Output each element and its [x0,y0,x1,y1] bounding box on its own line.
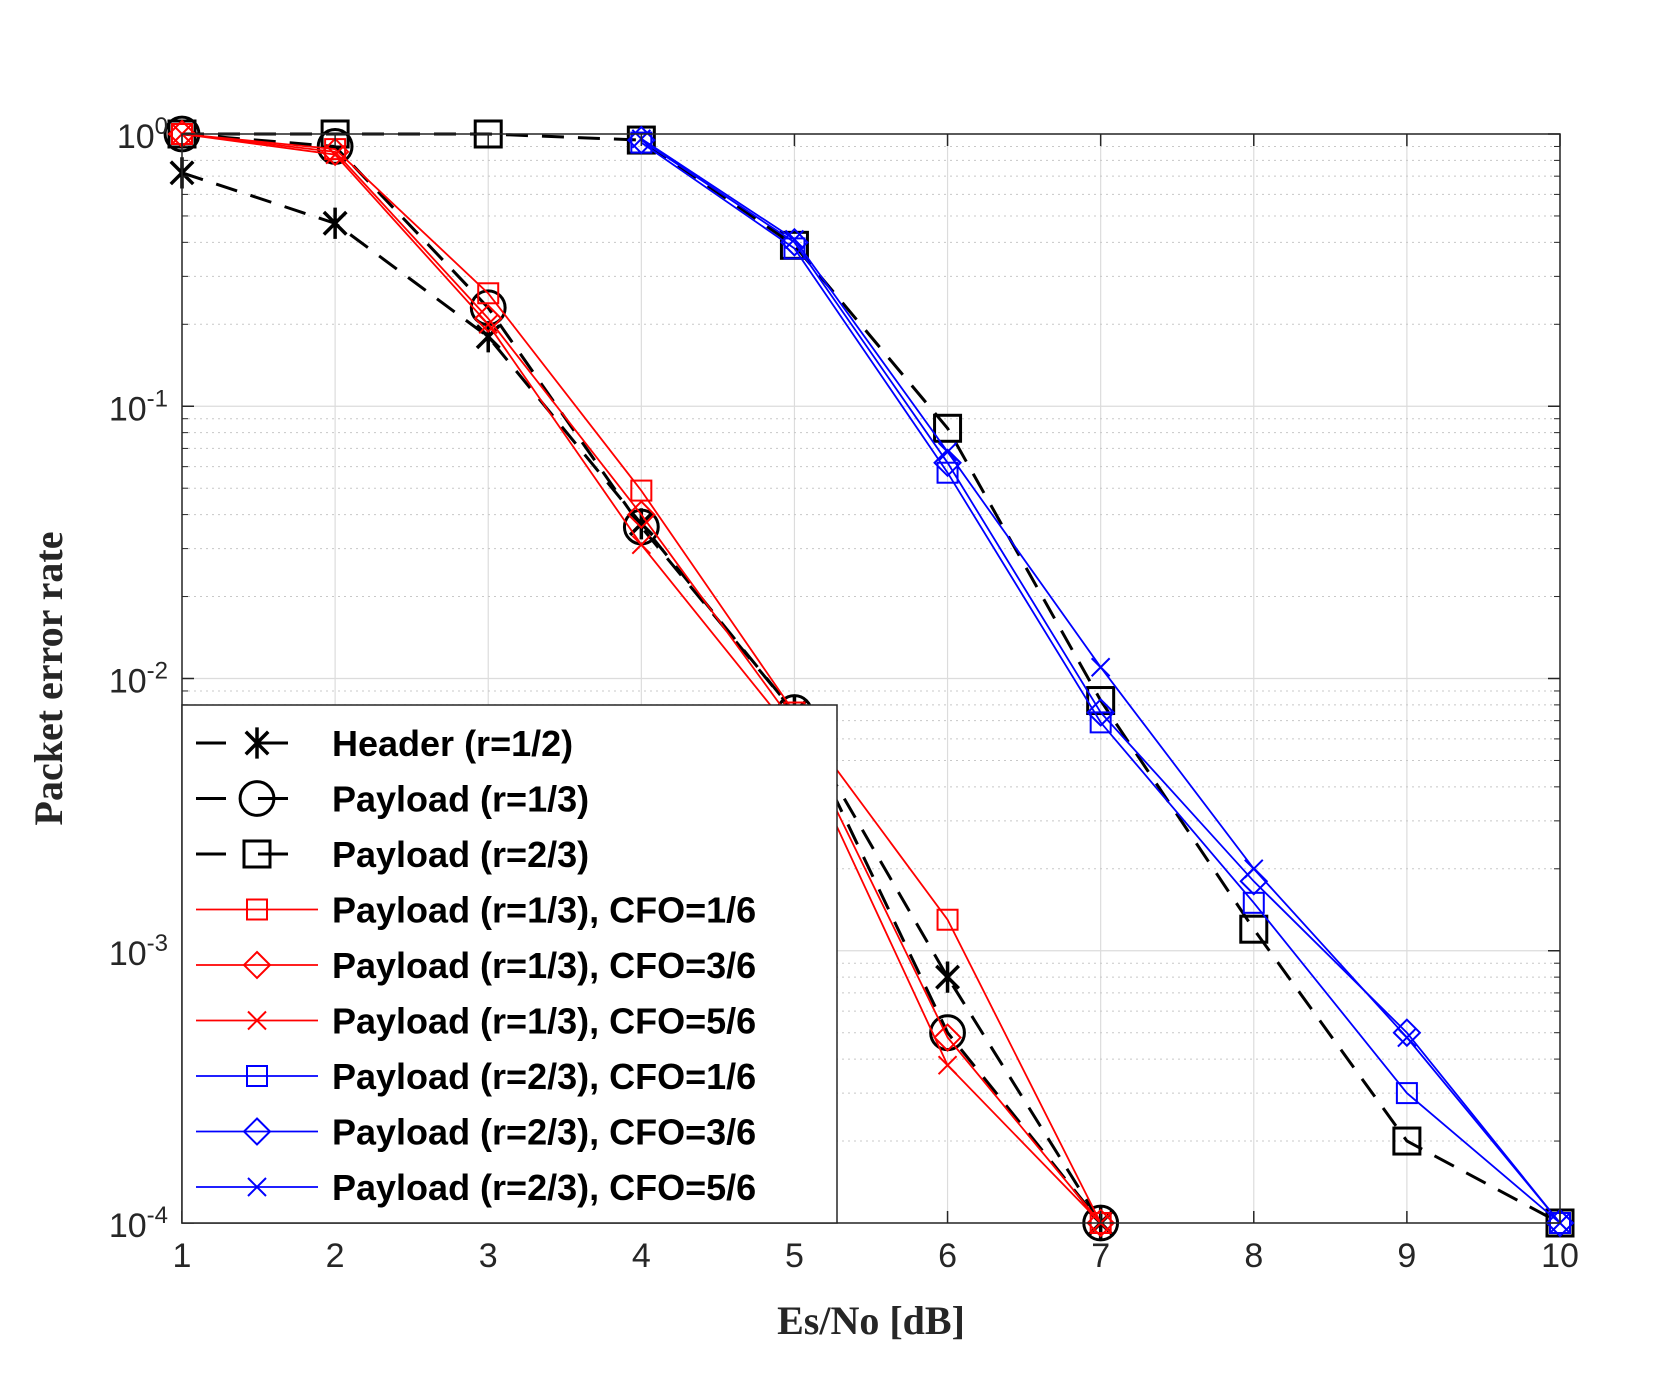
data-point [1090,657,1111,677]
y-tick-base: 10 [109,663,147,701]
y-tick-label: 10-2 [109,658,168,701]
legend-label: Header (r=1/2) [332,723,573,764]
x-tick-label: 8 [1244,1237,1263,1275]
data-point [1086,1208,1116,1238]
data-point [933,1023,962,1052]
y-tick-exponent: -4 [147,1202,168,1229]
legend-marker [238,780,276,817]
legend-label: Payload (r=2/3), CFO=5/6 [332,1167,756,1208]
data-point [1545,1208,1575,1238]
data-point [1242,891,1265,914]
legend-item: Payload (r=2/3), CFO=5/6 [196,1167,756,1208]
data-point [937,1055,958,1075]
x-tick-label: 7 [1091,1237,1110,1275]
series-line-3 [181,133,1102,1224]
data-point [936,908,959,931]
legend-item: Header (r=1/2) [196,723,573,764]
legend-marker [247,1010,267,1031]
data-point [325,144,345,165]
y-tick-exponent: 0 [155,113,168,140]
data-point [478,314,498,335]
legend-item: Payload (r=1/3), CFO=5/6 [196,1001,756,1042]
data-point [935,961,961,993]
data-point [1239,914,1269,944]
data-point [477,282,500,305]
data-point [320,137,350,167]
x-tick-label: 9 [1397,1237,1416,1275]
data-point [626,500,656,530]
y-tick-exponent: -1 [147,385,168,412]
data-point [626,125,656,155]
data-point [780,227,809,257]
legend-marker [242,950,272,980]
legend-label: Payload (r=1/3), CFO=1/6 [332,890,756,931]
y-tick-label: 10-3 [109,930,168,973]
y-tick-exponent: -2 [147,658,168,685]
legend-item: Payload (r=1/3), CFO=1/6 [196,890,756,931]
legend-item: Payload (r=2/3), CFO=3/6 [196,1112,756,1153]
legend: Header (r=1/2) Payload (r=1/3) Payload (r=… [181,704,838,1224]
legend-item: Payload (r=1/3) [196,779,589,820]
y-tick-base: 10 [117,118,155,156]
legend-label: Payload (r=1/3) [332,779,589,820]
x-axis-title: Es/No [dB] [777,1298,965,1343]
series-line-7 [640,139,1561,1224]
legend-label: Payload (r=1/3), CFO=5/6 [332,1001,756,1042]
x-tick-label: 4 [632,1237,651,1275]
y-tick-base: 10 [109,935,147,973]
x-tick-label: 6 [938,1237,957,1275]
y-axis-title: Packet error rate [26,532,71,826]
data-point [631,535,652,555]
series-line-6 [640,141,1561,1224]
legend-marker [242,1117,272,1146]
legend-label: Payload (r=2/3), CFO=1/6 [332,1056,756,1097]
y-tick-base: 10 [109,1207,147,1245]
legend-item: Payload (r=2/3) [196,834,589,875]
legend-marker [244,727,270,759]
data-point [937,442,958,462]
x-tick-label: 3 [479,1237,498,1275]
data-point [316,128,354,165]
legend-marker [246,898,268,921]
data-point [1395,1082,1418,1105]
x-tick-label: 5 [785,1237,804,1275]
legend-marker [242,839,272,869]
data-point [1244,859,1264,879]
legend-marker [246,1065,268,1087]
data-point [322,207,348,239]
y-tick-exponent: -3 [147,930,168,957]
x-tick-labels: 1 2 3 4 5 6 7 8 9 10 [173,1237,1579,1275]
x-tick-label: 2 [326,1237,345,1275]
y-tick-label: 100 [117,113,168,156]
data-point [933,413,963,443]
data-point [1397,1027,1417,1048]
legend-label: Payload (r=1/3), CFO=3/6 [332,945,756,986]
legend-box [181,704,838,1224]
y-tick-label: 10-1 [109,385,168,428]
y-tick-label: 10-4 [109,1202,168,1245]
series-line-4 [181,133,1102,1224]
data-point [1086,698,1116,727]
x-tick-label: 1 [173,1237,192,1275]
x-tick-label: 10 [1541,1237,1579,1275]
legend-label: Payload (r=2/3), CFO=3/6 [332,1112,756,1153]
legend-marker [247,1177,267,1197]
data-point [784,229,805,250]
legend-item: Payload (r=1/3), CFO=3/6 [196,945,756,986]
data-point [933,448,962,478]
data-point [1392,1126,1422,1156]
legend-label: Payload (r=2/3) [332,834,589,875]
legend-item: Payload (r=2/3), CFO=1/6 [196,1056,756,1097]
y-tick-base: 10 [109,390,147,428]
